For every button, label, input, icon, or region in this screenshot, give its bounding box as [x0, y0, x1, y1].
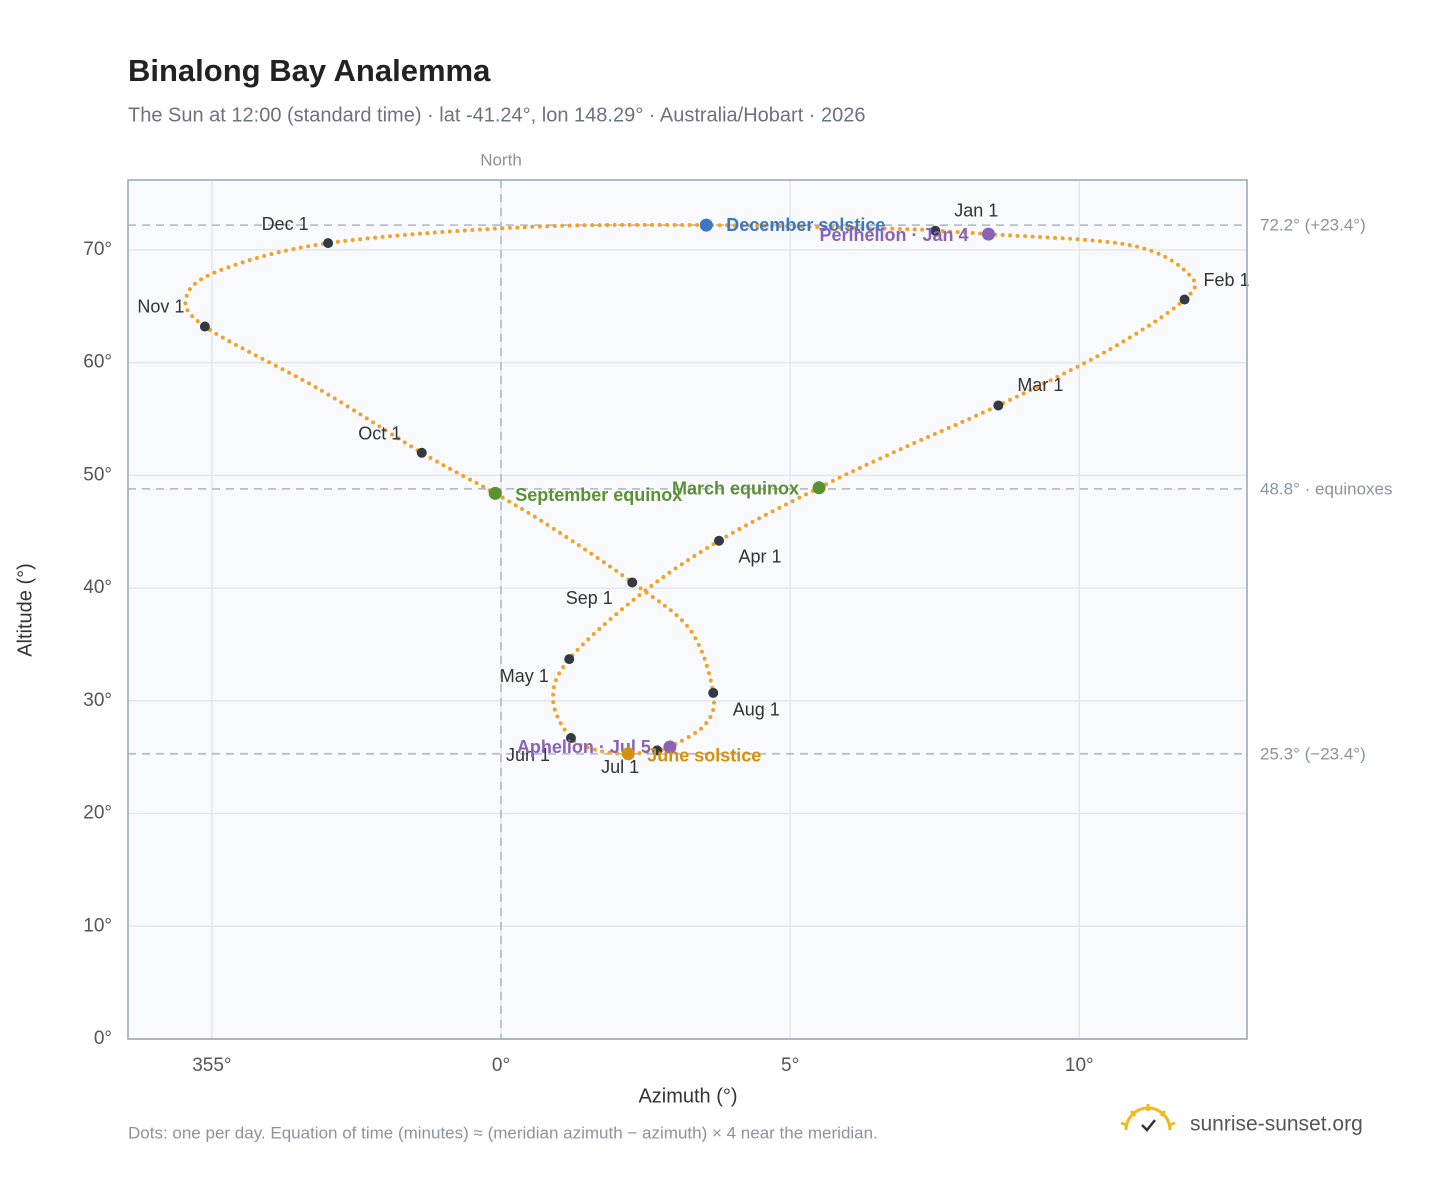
event-label: Perihelion · Jan 4 [819, 225, 968, 245]
chart-title: Binalong Bay Analemma [128, 53, 491, 88]
y-tick-label: 70° [83, 239, 112, 260]
brand-logo [1120, 1104, 1176, 1132]
chart-subtitle: The Sun at 12:00 (standard time) · lat -… [128, 104, 866, 126]
x-tick-label: 355° [192, 1055, 231, 1076]
y-tick-label: 20° [83, 803, 112, 824]
month-marker [708, 687, 719, 698]
month-label: Feb 1 [1204, 270, 1250, 290]
month-label: May 1 [500, 666, 549, 686]
month-label: Jul 1 [601, 757, 639, 777]
y-tick-label: 10° [83, 915, 112, 936]
y-axis-label: Altitude (°) [14, 563, 36, 657]
month-label: Mar 1 [1017, 375, 1063, 395]
y-tick-label: 40° [83, 577, 112, 598]
reference-label: 72.2° (+23.4°) [1260, 216, 1366, 235]
event-marker [812, 481, 826, 495]
x-tick-label: 5° [781, 1055, 799, 1076]
month-marker [199, 321, 210, 332]
event-label: September equinox [515, 485, 682, 505]
month-marker [652, 745, 663, 756]
y-tick-label: 30° [83, 690, 112, 711]
month-label: Aug 1 [733, 700, 780, 720]
month-label: Sep 1 [566, 588, 613, 608]
event-label: December solstice [726, 215, 885, 235]
month-marker [416, 447, 427, 458]
event-marker [488, 486, 502, 500]
event-marker [699, 218, 713, 232]
reference-label: 25.3° (−23.4°) [1260, 744, 1366, 763]
event-marker [663, 740, 677, 754]
x-axis-label: Azimuth (°) [638, 1085, 737, 1107]
month-marker [993, 400, 1004, 411]
month-label: Oct 1 [358, 424, 401, 444]
month-label: Jan 1 [954, 200, 998, 220]
brand-name: sunrise-sunset.org [1190, 1113, 1363, 1136]
month-label: Jun 1 [506, 745, 550, 765]
event-marker [621, 747, 635, 761]
footnote: Dots: one per day. Equation of time (min… [128, 1123, 878, 1142]
north-label: North [480, 150, 522, 169]
month-marker [930, 225, 941, 236]
plot-frame [127, 179, 1248, 1040]
month-marker [714, 535, 725, 546]
y-tick-label: 0° [94, 1028, 112, 1049]
month-label: Nov 1 [137, 296, 184, 316]
month-marker [323, 238, 334, 249]
reference-label: 48.8° · equinoxes [1260, 479, 1393, 498]
month-label: Apr 1 [739, 546, 782, 566]
month-marker [565, 733, 576, 744]
event-label: June solstice [647, 746, 761, 766]
event-label: Aphelion · Jul 5 [517, 737, 651, 757]
month-marker [564, 654, 575, 665]
plot-area [128, 180, 1247, 1039]
y-tick-label: 50° [83, 464, 112, 485]
x-tick-label: 0° [492, 1055, 510, 1076]
event-marker [982, 227, 996, 241]
month-marker [1179, 294, 1190, 305]
plot-layer: Jan 1 Feb 1 Mar 1 Apr 1 May 1 Jun 1 Jul 1 Aug 1… [128, 180, 1250, 1040]
event-label: March equinox [672, 479, 799, 499]
analemma-track [183, 222, 1198, 756]
y-tick-label: 60° [83, 352, 112, 373]
x-tick-label: 10° [1065, 1055, 1094, 1076]
month-marker [627, 577, 638, 588]
month-label: Dec 1 [262, 214, 309, 234]
